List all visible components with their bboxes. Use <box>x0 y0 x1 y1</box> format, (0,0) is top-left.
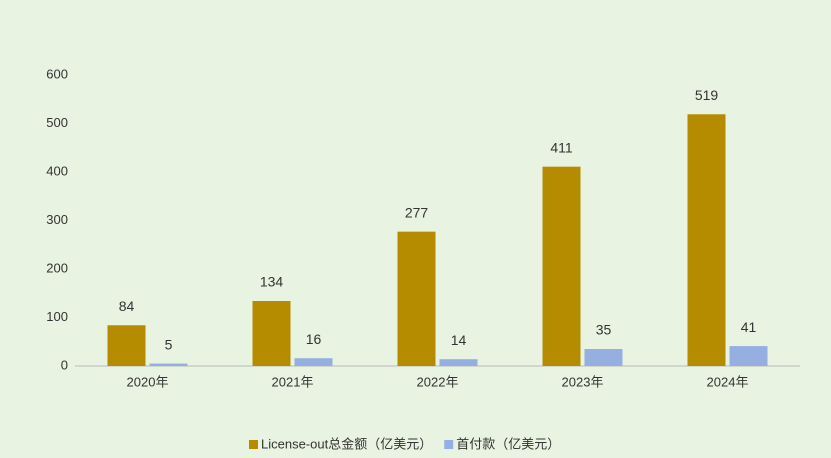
x-tick-label: 2022年 <box>417 374 459 389</box>
y-tick-label: 300 <box>46 212 68 227</box>
bar <box>149 363 188 366</box>
bar <box>687 114 726 366</box>
y-tick-label: 600 <box>46 66 68 81</box>
data-label: 35 <box>596 322 612 338</box>
data-label: 5 <box>165 336 173 352</box>
y-tick-label: 200 <box>46 260 68 275</box>
x-tick-label: 2021年 <box>272 374 314 389</box>
y-tick-label: 0 <box>61 357 68 372</box>
legend-label: 首付款（亿美元） <box>456 436 560 451</box>
bar <box>729 346 768 366</box>
legend-label: License-out总金额（亿美元） <box>261 436 432 451</box>
x-tick-label: 2020年 <box>127 374 169 389</box>
y-tick-label: 100 <box>46 309 68 324</box>
data-label: 14 <box>451 332 467 348</box>
data-label: 411 <box>550 139 573 155</box>
data-label: 519 <box>695 87 719 103</box>
bar <box>542 166 581 366</box>
bar <box>584 349 623 366</box>
data-label: 134 <box>260 274 284 290</box>
bar <box>397 231 436 366</box>
bar <box>107 325 146 366</box>
data-label: 277 <box>405 204 429 220</box>
data-label: 84 <box>119 298 135 314</box>
bar <box>252 301 291 366</box>
bar <box>439 359 478 366</box>
bar <box>294 358 333 366</box>
data-label: 41 <box>741 319 757 335</box>
y-tick-label: 500 <box>46 115 68 130</box>
x-tick-label: 2024年 <box>707 374 749 389</box>
y-tick-label: 400 <box>46 163 68 178</box>
legend-swatch <box>444 440 454 449</box>
legend-swatch <box>249 440 258 449</box>
data-label: 16 <box>306 331 322 347</box>
x-tick-label: 2023年 <box>562 374 604 389</box>
